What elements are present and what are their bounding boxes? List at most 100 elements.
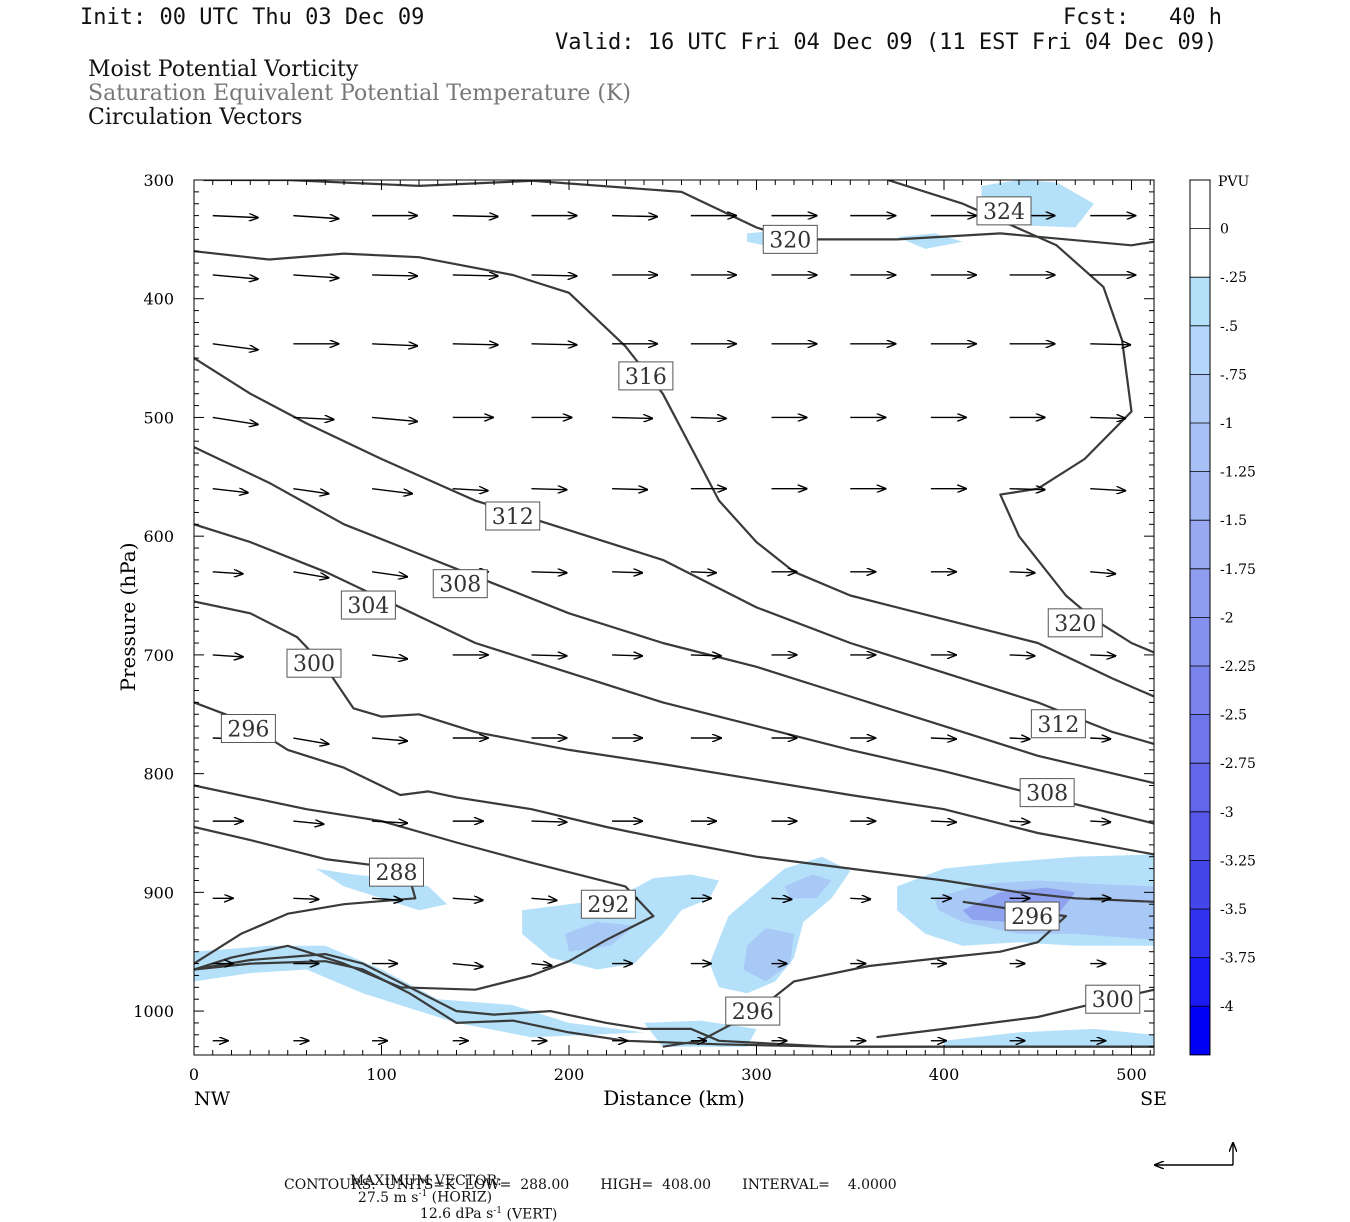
circulation-vector [531,964,552,966]
circulation-vector [293,898,318,899]
contour-label: 308 [1019,778,1075,808]
contour-label-box [618,361,674,391]
x-tick-label: 200 [554,1065,585,1084]
colorbar-cell [1190,374,1210,424]
contour-label-box [369,857,424,887]
colorbar-cell [1190,423,1210,473]
circulation-vector [1090,344,1130,345]
colorbar-label: -2 [1220,610,1234,626]
circulation-vector [293,417,333,419]
colorbar-cell [1190,811,1210,861]
y-tick-label: 400 [143,290,174,309]
thetaes-contour-line [194,952,1154,1048]
max-vector-label: MAXIMUM VECTOR: [349,1173,502,1189]
contour-label-text: 304 [347,594,389,619]
circulation-vector [212,572,243,574]
colorbar-title: PVU [1218,174,1250,190]
field-title-mpv: Moist Potential Vorticity [88,57,359,82]
contour-label-box [286,648,342,678]
thetaes-contour-line [194,523,1154,825]
circulation-vector [531,275,577,276]
circulation-vector [1090,489,1125,491]
circulation-vector [452,489,488,491]
max-vert-unit: (VERT) [502,1206,558,1222]
contour-label: 312 [1030,709,1086,739]
contour-label: 320 [1047,608,1103,638]
contour-label: 304 [340,590,396,620]
contour-label-box [976,196,1032,226]
mpv-shade-region [315,868,448,911]
circulation-vector [930,821,956,822]
circulation-vector [293,487,328,494]
contour-label-box [1030,709,1086,739]
contour-label: 292 [580,889,636,919]
circulation-vectors [212,216,1136,1041]
colorbar-label: -4 [1220,999,1234,1015]
colorbar-cell [1190,617,1210,667]
circulation-vector [372,275,417,276]
colorbar-label: -.5 [1220,319,1238,335]
contour-label-text: 308 [1026,782,1068,807]
x-end-left: NW [194,1088,231,1110]
contour-label-text: 308 [439,573,481,598]
circulation-vector [212,216,258,218]
contour-label-text: 316 [625,365,667,390]
colorbar-label: -1.25 [1220,465,1256,481]
y-tick-label: 1000 [133,1002,174,1021]
circulation-vector [771,898,792,899]
mpv-shade-region [565,922,635,952]
thetaes-contour-line [194,600,1154,856]
colorbar-cell [1190,763,1210,813]
contour-label: 308 [432,569,488,599]
circulation-vector [372,487,412,494]
x-tick-label: 0 [189,1065,199,1084]
circulation-vector [531,821,567,822]
contour-label: 316 [618,361,674,391]
colorbar-label: -.75 [1220,367,1247,383]
mpv-shade-region [784,874,832,899]
colorbar-label: -1 [1220,416,1234,432]
colorbar-label: -2.25 [1220,659,1256,675]
contour-label-text: 312 [492,505,534,530]
contour-label-text: 320 [1054,612,1096,637]
contour-label-text: 324 [983,200,1025,225]
contour-label: 312 [485,501,541,531]
contour-label-text: 320 [769,228,811,253]
circulation-vector [1009,738,1030,739]
circulation-vector [293,821,323,824]
forecast-hour: Fcst: 40 h [1063,5,1222,30]
circulation-vector [212,655,243,657]
circulation-vector [531,572,567,573]
contour-label-box [1085,984,1141,1014]
colorbar-label: -3 [1220,805,1234,821]
contour-label-text: 312 [1037,713,1079,738]
colorbar-cell [1190,714,1210,764]
circulation-vector [1090,738,1110,739]
circulation-vector [212,489,248,493]
contour-label-text: 296 [227,718,269,743]
contour-label: 296 [725,996,781,1026]
contour-label: 300 [286,648,342,678]
y-axis-label: Pressure (hPa) [116,543,140,692]
circulation-vector [1009,572,1035,573]
colorbar-label: -.25 [1220,270,1247,286]
circulation-vector [850,898,870,899]
contour-label-box [725,996,781,1026]
max-vert-value: 12.6 dPa s [419,1206,494,1222]
valid-time: Valid: 16 UTC Fri 04 Dec 09 (11 EST Fri … [555,30,1218,55]
colorbar-label: -1.5 [1220,513,1247,529]
x-axis-label: Distance (km) [603,1086,745,1110]
contour-label-text: 300 [1092,988,1134,1013]
circulation-vector [372,821,407,823]
colorbar-label: -2.75 [1220,756,1256,772]
contour-label-box [1047,608,1103,638]
circulation-vector [612,417,652,418]
contour-label-text: 296 [1011,905,1053,930]
circulation-vector [212,275,258,279]
circulation-vector [452,344,498,345]
contour-label: 324 [976,196,1032,226]
thetaes-contour-line [194,784,655,991]
colorbar-cell [1190,1006,1210,1056]
circulation-vector [372,344,417,346]
